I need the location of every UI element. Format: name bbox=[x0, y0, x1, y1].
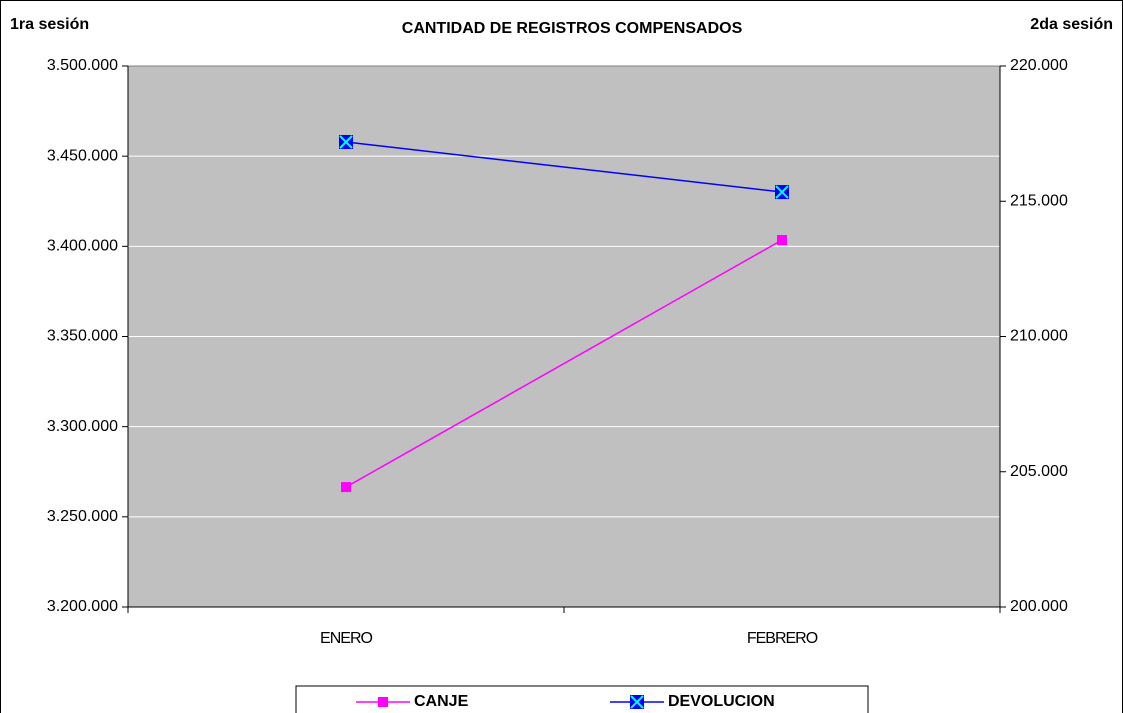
y-tick-label: 3.400.000 bbox=[47, 238, 118, 255]
marker bbox=[378, 697, 388, 707]
marker-cross bbox=[630, 695, 644, 709]
marker bbox=[777, 235, 787, 246]
y2-tick-label: 220.000 bbox=[1010, 57, 1068, 74]
y-axis-title: 1ra sesión bbox=[10, 16, 89, 33]
y2-tick-label: 215.000 bbox=[1010, 192, 1068, 209]
y-tick-label: 3.250.000 bbox=[47, 508, 118, 525]
legend-label: CANJE bbox=[414, 693, 469, 710]
series-line bbox=[345, 239, 783, 488]
x-tick-label: ENERO bbox=[320, 630, 372, 647]
marker bbox=[341, 482, 351, 493]
y2-tick-label: 200.000 bbox=[1010, 598, 1068, 615]
marker-cross bbox=[775, 185, 789, 199]
legend bbox=[295, 685, 869, 713]
y-tick-label: 3.300.000 bbox=[47, 418, 118, 435]
y2-axis-title: 2da sesión bbox=[1030, 16, 1113, 33]
y-tick-label: 3.500.000 bbox=[47, 57, 118, 74]
legend-label: DEVOLUCION bbox=[668, 693, 775, 710]
marker-cross bbox=[339, 135, 353, 149]
y2-tick-label: 210.000 bbox=[1010, 328, 1068, 345]
y2-tick-label: 205.000 bbox=[1010, 463, 1068, 480]
y-tick-label: 3.450.000 bbox=[47, 147, 118, 164]
y-tick-label: 3.350.000 bbox=[47, 328, 118, 345]
series-line bbox=[345, 141, 783, 193]
chart-title: CANTIDAD DE REGISTROS COMPENSADOS bbox=[402, 20, 743, 37]
x-tick-label: FEBRERO bbox=[747, 630, 818, 647]
y-tick-label: 3.200.000 bbox=[47, 598, 118, 615]
